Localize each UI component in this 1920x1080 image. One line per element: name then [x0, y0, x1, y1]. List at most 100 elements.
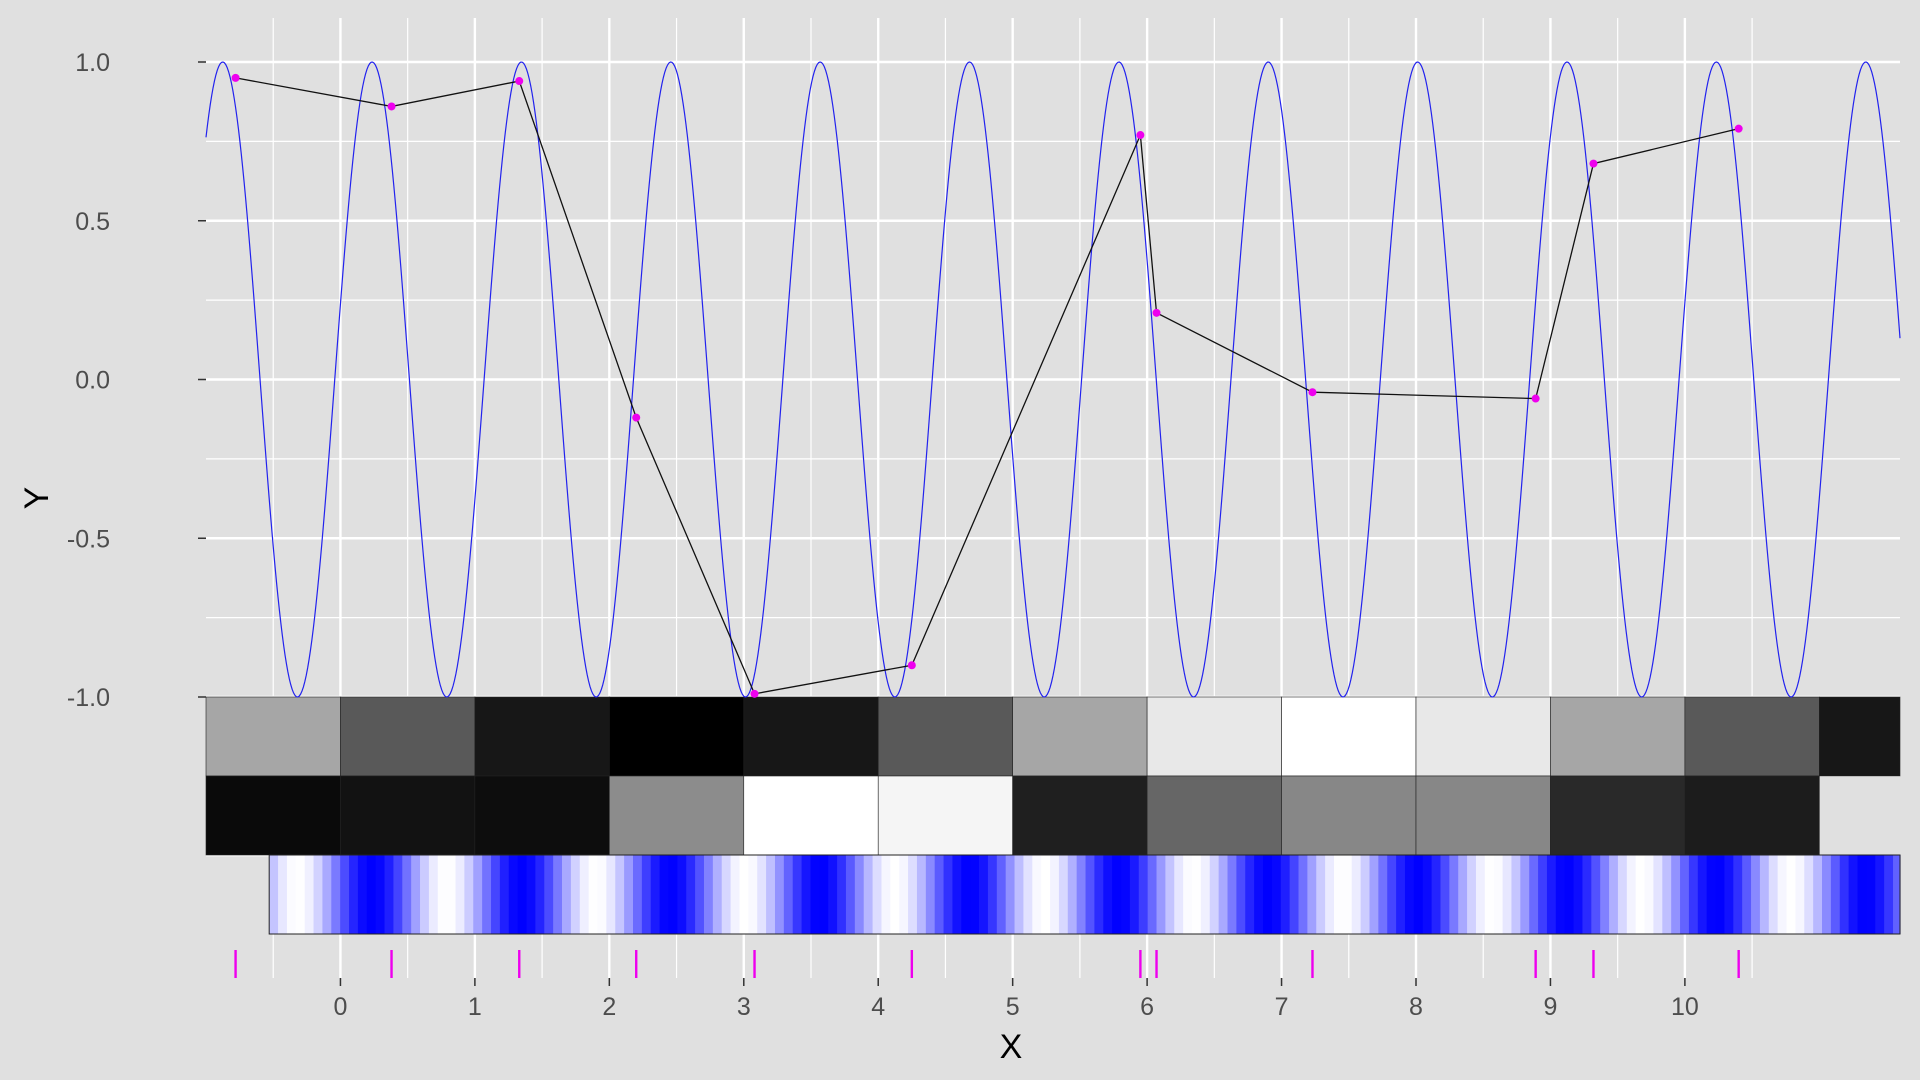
- data-point: [632, 413, 641, 422]
- strip-band: [606, 855, 616, 934]
- strip-band: [588, 855, 599, 934]
- strip-band: [703, 855, 714, 934]
- strip-band: [1546, 855, 1557, 934]
- strip-band: [1289, 855, 1300, 934]
- tile: [205, 696, 341, 777]
- tile: [1281, 775, 1417, 856]
- x-tick-label: 8: [1409, 993, 1423, 1021]
- strip-band: [411, 855, 421, 934]
- x-tick-label: 0: [333, 993, 347, 1021]
- strip-band: [384, 855, 395, 934]
- strip-band: [526, 855, 536, 934]
- strip-band: [748, 855, 758, 934]
- strip-band: [943, 855, 954, 934]
- strip-band: [1484, 855, 1495, 934]
- strip-band: [712, 855, 723, 934]
- tile: [205, 775, 341, 856]
- strip-band: [544, 855, 554, 934]
- strip-band: [686, 855, 696, 934]
- x-tick-label: 6: [1140, 993, 1154, 1021]
- x-tick-label: 10: [1671, 993, 1699, 1021]
- strip-band: [863, 855, 874, 934]
- strip-band: [1067, 855, 1078, 934]
- strip-band: [295, 855, 306, 934]
- strip-band: [641, 855, 652, 934]
- strip-band: [1768, 855, 1779, 934]
- x-axis-ticks: 0 1 2 3 4 5 6 7 8 9 10: [333, 978, 1699, 1021]
- strip-band: [1600, 855, 1610, 934]
- strip-band: [1094, 855, 1104, 934]
- strip-band: [1325, 855, 1335, 934]
- strip-band: [1254, 855, 1264, 934]
- strip-band: [535, 855, 545, 934]
- strip-band: [1440, 855, 1450, 934]
- strip-band: [1564, 855, 1575, 934]
- strip-band: [1475, 855, 1486, 934]
- strip-band: [1351, 855, 1362, 934]
- strip-band: [1458, 855, 1468, 934]
- strip-band: [340, 855, 350, 934]
- x-axis-title: X: [1000, 1028, 1023, 1066]
- strip-band: [1813, 855, 1823, 934]
- strip-band: [357, 855, 368, 934]
- strip-band: [1822, 855, 1832, 934]
- y-axis-ticks: 1.0 0.5 0.0 -0.5 -1.0: [67, 49, 206, 712]
- data-points: [231, 73, 1743, 698]
- strip-band: [570, 855, 581, 934]
- tile: [1012, 696, 1148, 777]
- point-path-series: [235, 77, 1739, 695]
- strip-band: [872, 855, 883, 934]
- strip-band: [801, 855, 812, 934]
- strip-band: [1298, 855, 1308, 934]
- rug-marks: [234, 950, 1740, 978]
- strip-band: [1671, 855, 1681, 934]
- tile: [609, 775, 745, 856]
- strip-band: [597, 855, 607, 934]
- strip-band: [428, 855, 439, 934]
- strip-band: [304, 855, 315, 934]
- x-tick-label: 9: [1543, 993, 1557, 1021]
- strip-band: [1502, 855, 1513, 934]
- point-path-line: [235, 77, 1739, 695]
- strip-band: [482, 855, 492, 934]
- strip-band: [1511, 855, 1521, 934]
- strip-band: [1271, 855, 1282, 934]
- strip-band: [774, 855, 785, 934]
- strip-band: [615, 855, 625, 934]
- strip-band: [553, 855, 563, 934]
- strip-band: [1875, 855, 1885, 934]
- strip-band: [1724, 855, 1734, 934]
- sine-series: [205, 61, 1901, 698]
- strip-band: [1174, 855, 1184, 934]
- strip-band: [437, 855, 448, 934]
- strip-band: [934, 855, 945, 934]
- strip-band: [1635, 855, 1646, 934]
- strip-band: [1121, 855, 1131, 934]
- strip-band: [1467, 855, 1477, 934]
- strip-band: [455, 855, 466, 934]
- tile: [877, 775, 1013, 856]
- strip-band: [881, 855, 891, 934]
- x-tick-label: 4: [871, 993, 885, 1021]
- tile: [877, 696, 1013, 777]
- tile: [1550, 696, 1686, 777]
- strip-band: [1751, 855, 1761, 934]
- strip-band: [925, 855, 936, 934]
- tile: [1012, 775, 1148, 856]
- strip-band: [473, 855, 483, 934]
- strip-band: [464, 855, 474, 934]
- tile-rows: [205, 696, 1901, 856]
- strip-band: [845, 855, 856, 934]
- strip-band: [1183, 855, 1193, 934]
- tile: [743, 775, 879, 856]
- strip-band: [854, 855, 865, 934]
- strip-band: [322, 855, 332, 934]
- data-point: [387, 102, 396, 111]
- strip-band: [1316, 855, 1326, 934]
- y-tick-label: -0.5: [67, 525, 110, 553]
- strip-band: [1644, 855, 1655, 934]
- strip-band: [837, 855, 847, 934]
- strip-band: [1662, 855, 1672, 934]
- x-tick-label: 3: [737, 993, 751, 1021]
